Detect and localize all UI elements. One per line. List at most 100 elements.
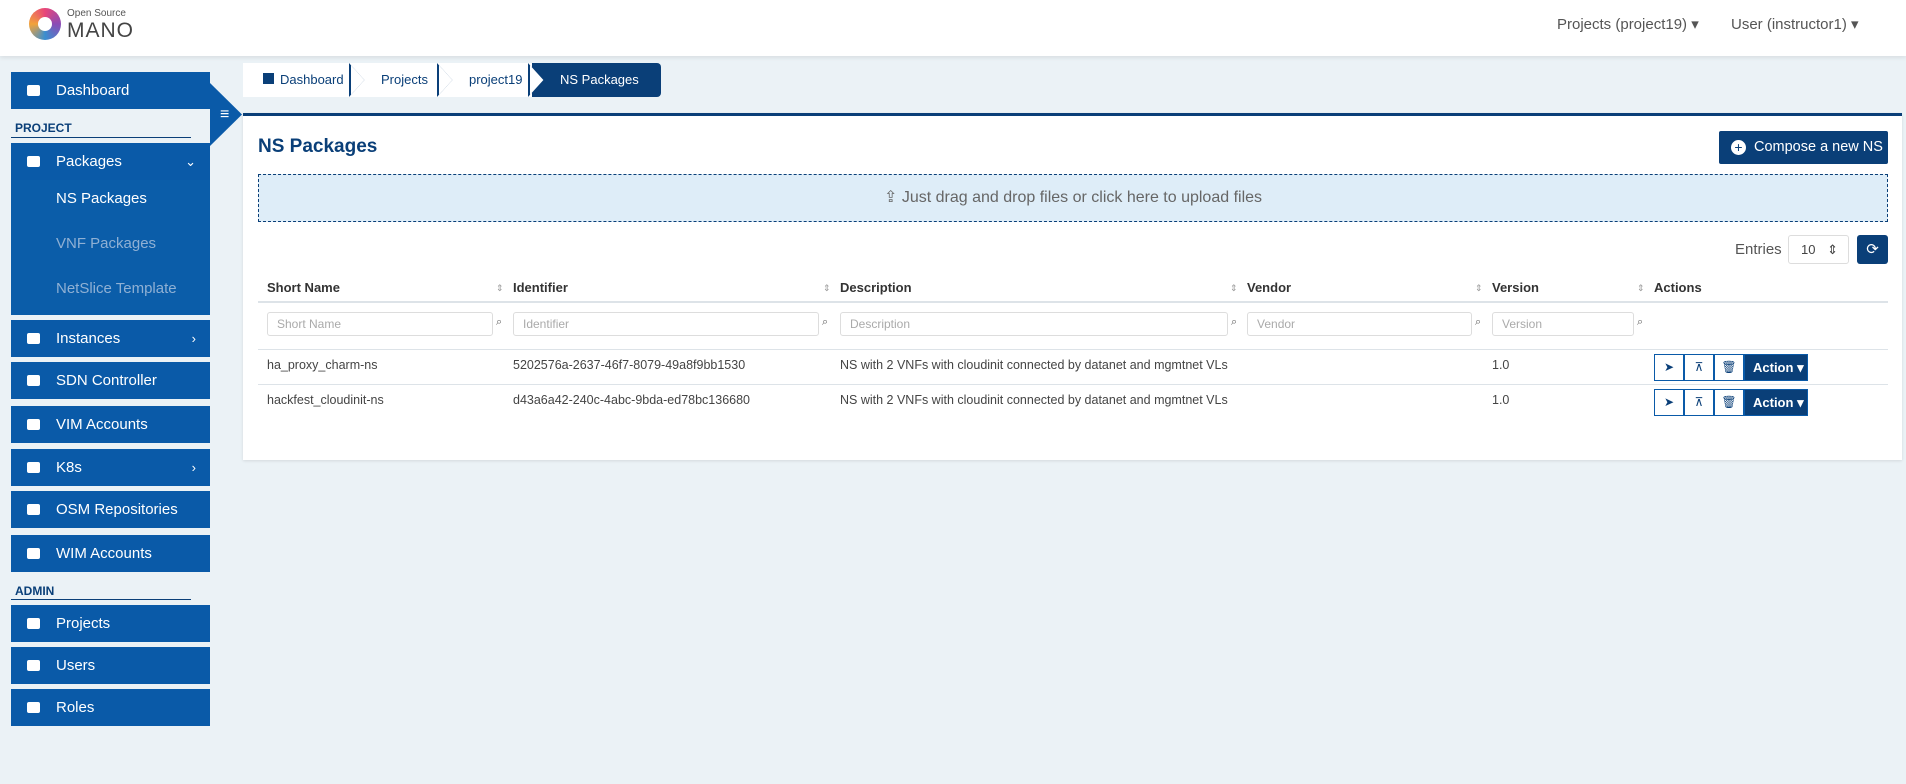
divider: [258, 301, 1888, 303]
user-label[interactable]: User (instructor1): [1731, 16, 1847, 33]
search-icon: ⌕: [496, 316, 503, 328]
panel-title: NS Packages: [258, 136, 378, 157]
filter-input[interactable]: Description: [840, 312, 1228, 336]
nav-label[interactable]: Users: [56, 657, 96, 674]
breadcrumb-label[interactable]: project19: [469, 72, 523, 87]
nav-label[interactable]: Packages: [56, 153, 122, 170]
cell: 5202576a-2637-46f7-8079-49a8f9bb1530: [513, 358, 746, 372]
upload-zone[interactable]: ⇪ Just drag and drop files or click here…: [258, 174, 1888, 222]
nav-label[interactable]: K8s: [56, 459, 82, 476]
compose-button[interactable]: + Compose a new NS: [1719, 131, 1888, 164]
column-header[interactable]: Vendor: [1247, 280, 1292, 295]
compose-label[interactable]: Compose a new NS: [1754, 139, 1883, 155]
action-icon-button[interactable]: ➤: [1654, 354, 1684, 381]
divider: [258, 384, 1888, 385]
nav-label[interactable]: WIM Accounts: [56, 545, 152, 562]
sort-icon[interactable]: ⇕: [1230, 283, 1238, 293]
section-label: ADMIN: [15, 584, 55, 598]
breadcrumb-item[interactable]: Dashboard: [243, 63, 353, 97]
filter-placeholder[interactable]: Description: [850, 317, 911, 331]
nav-item[interactable]: Instances ›: [11, 320, 210, 357]
search-icon: ⌕: [822, 316, 829, 328]
action-icon-button[interactable]: ➤: [1654, 389, 1684, 416]
breadcrumb-item[interactable]: NS Packages: [532, 63, 661, 97]
nav-label[interactable]: Roles: [56, 699, 95, 716]
action-dropdown[interactable]: Action ▾: [1744, 389, 1808, 416]
entries-select[interactable]: 10 ⇕: [1788, 235, 1849, 264]
cell: NS with 2 VNFs with cloudinit connected …: [840, 358, 1228, 372]
action-icon-button[interactable]: ⊼: [1684, 389, 1714, 416]
action-dropdown[interactable]: Action ▾: [1744, 354, 1808, 381]
sub-item[interactable]: VNF Packages: [56, 235, 157, 252]
search-icon: ⌕: [1231, 316, 1238, 328]
refresh-button[interactable]: ⟳: [1857, 235, 1888, 264]
nav-item[interactable]: K8s ›: [11, 449, 210, 486]
logo-main: MANO: [67, 19, 134, 42]
filter-placeholder[interactable]: Short Name: [277, 317, 342, 331]
nav-item[interactable]: Roles: [11, 689, 210, 726]
filter-input[interactable]: Vendor: [1247, 312, 1472, 336]
sort-icon[interactable]: ⇕: [1475, 283, 1483, 293]
breadcrumb-label[interactable]: Projects: [381, 72, 428, 87]
action-label[interactable]: Action: [1753, 395, 1794, 410]
breadcrumb-label[interactable]: Dashboard: [280, 72, 344, 87]
header: Open Source MANO Projects (project19) ▾ …: [0, 0, 1906, 56]
sub-item[interactable]: NetSlice Template: [56, 280, 177, 297]
column-header[interactable]: Version: [1492, 280, 1539, 295]
nav-label[interactable]: Projects: [56, 615, 111, 632]
nav-dashboard[interactable]: Dashboard: [11, 72, 210, 109]
sort-icon[interactable]: ⇕: [1637, 283, 1645, 293]
search-icon: ⌕: [1475, 316, 1482, 328]
nav-item[interactable]: WIM Accounts: [11, 535, 210, 572]
column-header[interactable]: Short Name: [267, 280, 340, 295]
search-icon: ⌕: [1637, 316, 1644, 328]
panel: [243, 113, 1902, 460]
action-label[interactable]: Action: [1753, 360, 1794, 375]
nav-item[interactable]: VIM Accounts: [11, 406, 210, 443]
column-header: Actions: [1654, 280, 1702, 295]
breadcrumb-label[interactable]: NS Packages: [560, 72, 639, 87]
filter-placeholder[interactable]: Identifier: [523, 317, 570, 331]
nav-label[interactable]: Instances: [56, 330, 121, 347]
filter-placeholder[interactable]: Vendor: [1257, 317, 1296, 331]
projects-menu[interactable]: Projects (project19) ▾: [1557, 16, 1699, 33]
nav-label[interactable]: VIM Accounts: [56, 416, 148, 433]
cell: 1.0: [1492, 393, 1510, 407]
column-header[interactable]: Description: [840, 280, 912, 295]
upload-label[interactable]: Just drag and drop files or click here t…: [901, 189, 1263, 206]
logo-icon: [29, 8, 61, 40]
divider: [11, 137, 191, 138]
divider: [258, 349, 1888, 350]
projects-label[interactable]: Projects (project19): [1557, 16, 1688, 33]
user-menu[interactable]: User (instructor1) ▾: [1731, 16, 1859, 33]
toggle-icon[interactable]: ≡: [220, 106, 230, 123]
divider: [11, 599, 191, 600]
nav-label[interactable]: OSM Repositories: [56, 501, 178, 518]
cell: 1.0: [1492, 358, 1510, 372]
nav-label[interactable]: SDN Controller: [56, 372, 157, 389]
nav-item[interactable]: Users: [11, 647, 210, 684]
column-header[interactable]: Identifier: [513, 280, 568, 295]
nav-item[interactable]: SDN Controller: [11, 362, 210, 399]
cell: ha_proxy_charm-ns: [267, 358, 378, 372]
entries-value[interactable]: 10: [1801, 242, 1816, 257]
cell: NS with 2 VNFs with cloudinit connected …: [840, 393, 1228, 407]
nav-item[interactable]: OSM Repositories: [11, 491, 210, 528]
breadcrumb-item[interactable]: Projects: [353, 63, 441, 97]
filter-input[interactable]: Version: [1492, 312, 1634, 336]
sub-item[interactable]: NS Packages: [56, 190, 147, 207]
sort-icon[interactable]: ⇕: [823, 283, 831, 293]
logo-top: Open Source: [67, 8, 126, 19]
filter-placeholder[interactable]: Version: [1502, 317, 1543, 331]
submenu: [11, 180, 210, 315]
action-icon-button[interactable]: 🗑: [1714, 389, 1744, 416]
filter-input[interactable]: Short Name: [267, 312, 493, 336]
action-icon-button[interactable]: 🗑: [1714, 354, 1744, 381]
breadcrumb-item[interactable]: project19: [441, 63, 532, 97]
sort-icon[interactable]: ⇕: [496, 283, 504, 293]
action-icon-button[interactable]: ⊼: [1684, 354, 1714, 381]
filter-input[interactable]: Identifier: [513, 312, 819, 336]
nav-item[interactable]: Projects: [11, 605, 210, 642]
nav-label[interactable]: Dashboard: [56, 82, 130, 99]
